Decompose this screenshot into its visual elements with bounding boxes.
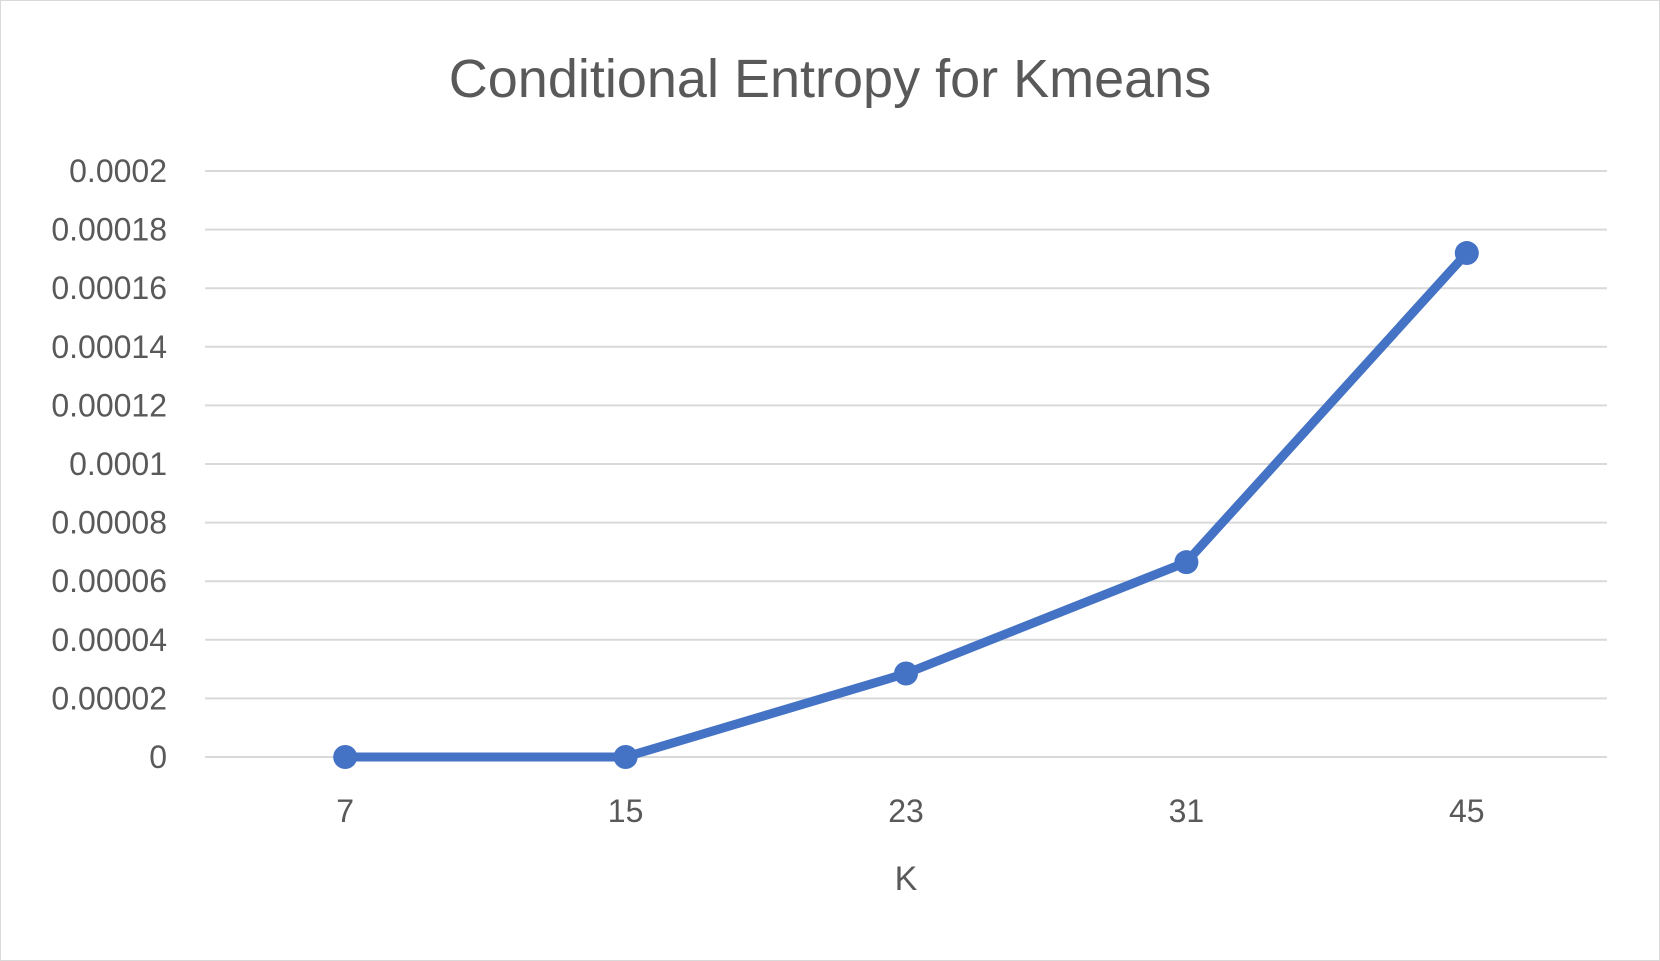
y-tick-label: 0.00002 xyxy=(51,680,167,716)
data-point xyxy=(333,745,358,769)
series-layer xyxy=(333,241,1479,769)
x-tick-label: 15 xyxy=(608,793,644,829)
y-tick-label: 0.00004 xyxy=(51,622,167,658)
data-point xyxy=(1174,550,1199,575)
y-tick-label: 0.00008 xyxy=(51,505,167,541)
x-tick-label: 7 xyxy=(336,793,354,829)
x-tick-label: 45 xyxy=(1449,793,1485,829)
x-axis-title: K xyxy=(895,860,918,898)
gridlines xyxy=(205,170,1607,758)
data-point xyxy=(613,745,638,769)
y-tick-label: 0.0001 xyxy=(69,446,167,482)
chart-title: Conditional Entropy for Kmeans xyxy=(449,49,1211,109)
y-tick-label: 0.00012 xyxy=(51,387,167,423)
y-axis-tick-labels: 0 0.00002 0.00004 0.00006 0.00008 0.0001 0.000… xyxy=(51,153,167,775)
data-point xyxy=(1454,241,1479,266)
y-tick-label: 0.00006 xyxy=(51,563,167,599)
x-axis-tick-labels: 7 15 23 31 45 xyxy=(336,793,1484,829)
y-tick-label: 0.0002 xyxy=(69,153,167,189)
y-tick-label: 0.00014 xyxy=(51,329,167,365)
y-tick-label: 0.00016 xyxy=(51,270,167,306)
y-tick-label: 0 xyxy=(149,739,167,775)
data-point xyxy=(894,661,918,686)
y-tick-label: 0.00018 xyxy=(51,212,167,248)
x-tick-label: 23 xyxy=(888,793,924,829)
x-tick-label: 31 xyxy=(1169,793,1205,829)
